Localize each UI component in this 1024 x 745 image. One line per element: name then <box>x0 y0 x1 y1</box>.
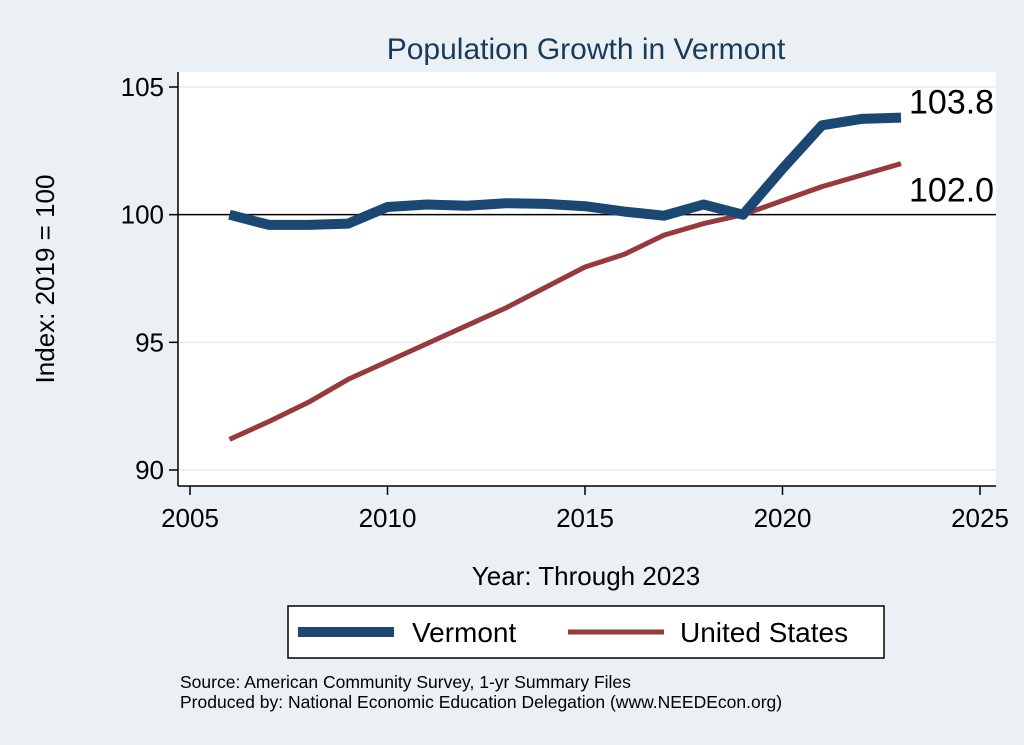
series-line-vermont <box>228 112 902 230</box>
series-line-united-states <box>228 161 902 442</box>
y-tick-label-95: 95 <box>135 327 164 357</box>
x-tick-label-2010: 2010 <box>359 503 417 533</box>
x-tick-label-2005: 2005 <box>161 503 219 533</box>
y-axis-label: Index: 2019 = 100 <box>30 175 60 384</box>
y-tick-label-100: 100 <box>121 200 164 230</box>
end-label-united-states: 102.0 <box>909 172 994 210</box>
x-tick-label-2025: 2025 <box>951 503 1009 533</box>
gridlines <box>178 86 996 471</box>
plot-area <box>178 72 996 486</box>
x-tick-label-2015: 2015 <box>556 503 614 533</box>
legend: Vermont United States <box>287 605 885 659</box>
source-note: Source: American Community Survey, 1-yr … <box>180 672 631 692</box>
y-tick-label-105: 105 <box>121 72 164 102</box>
end-label-vermont: 103.8 <box>909 84 994 122</box>
end-labels: 103.8 102.0 <box>909 84 994 210</box>
chart-title: Population Growth in Vermont <box>387 33 786 66</box>
axis-ticks: 90 95 100 105 2005 2010 2015 2020 2025 <box>121 72 1009 533</box>
x-tick-label-2020: 2020 <box>754 503 812 533</box>
series-lines <box>228 112 902 442</box>
y-tick-label-90: 90 <box>135 455 164 485</box>
legend-label-united-states: United States <box>680 617 848 648</box>
legend-label-vermont: Vermont <box>412 617 516 648</box>
x-axis-label: Year: Through 2023 <box>472 561 700 591</box>
producer-note: Produced by: National Economic Education… <box>180 692 782 712</box>
